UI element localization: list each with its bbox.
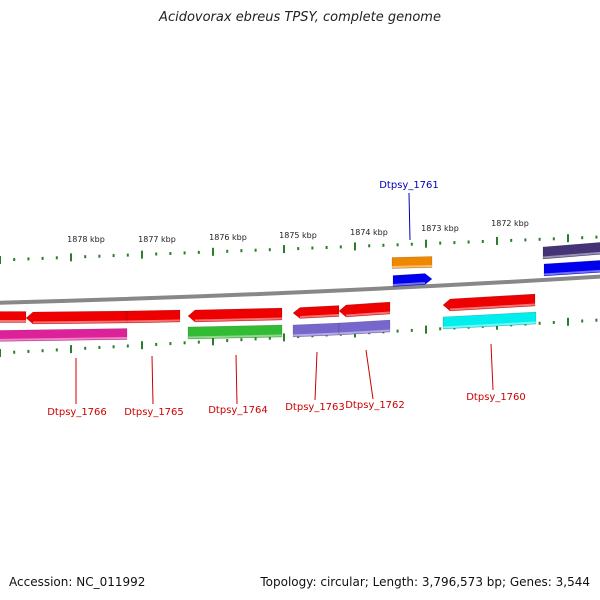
gene-block-1764-green-shade	[187, 334, 283, 339]
gene-block-1762-purple	[338, 319, 391, 336]
leader-line-dtpsy-1763	[314, 351, 318, 401]
map-title: Acidovorax ebreus TPSY, complete genome	[159, 10, 441, 25]
gene-block-1764-red-shade	[194, 317, 283, 322]
scale-label-1878: 1878 kbp	[67, 235, 105, 244]
label-leaders	[75, 192, 494, 405]
gene-label-dtpsy-1762: Dtpsy_1762	[345, 400, 405, 411]
gene-block-right-navy	[542, 242, 600, 260]
leader-line-dtpsy-1760	[490, 343, 494, 391]
gene-label-dtpsy-1761: Dtpsy_1761	[379, 180, 439, 191]
gene-block-1765-red	[126, 309, 181, 324]
scale-label-1874: 1874 kbp	[350, 228, 388, 237]
gene-block-1760-cyan-shade	[442, 321, 537, 329]
gene-label-dtpsy-1766: Dtpsy_1766	[47, 407, 107, 418]
scale-label-1875: 1875 kbp	[279, 231, 317, 240]
gene-label-dtpsy-1763: Dtpsy_1763	[285, 402, 345, 413]
scale-ticks-upper	[0, 234, 598, 264]
gene-block-1764-green	[187, 324, 283, 340]
topology-summary-text: Topology: circular; Length: 3,796,573 bp…	[260, 575, 590, 589]
gene-block-right-navy-shade	[542, 251, 600, 259]
accession-text: Accession: NC_011992	[9, 575, 146, 589]
gene-block-1760-cyan	[442, 311, 537, 330]
gene-block-1761-orange-shade	[391, 265, 433, 268]
leader-line-dtpsy-1761	[408, 192, 411, 241]
gene-block-1764-red	[187, 307, 283, 323]
gene-labels: Dtpsy_1761 Dtpsy_1766 Dtpsy_1765 Dtpsy_1…	[47, 180, 526, 418]
gene-features	[0, 242, 600, 342]
leader-line-dtpsy-1764	[235, 354, 238, 405]
genome-backbone	[0, 274, 600, 305]
gene-block-1763-red-shade	[299, 314, 340, 318]
scale-label-1873: 1873 kbp	[421, 224, 459, 233]
gene-block-1761-blue-shade	[392, 282, 426, 286]
gene-block-1766-magenta	[0, 328, 128, 342]
gene-block-right-blue-shade	[543, 269, 600, 276]
leader-line-dtpsy-1765	[151, 355, 154, 405]
gene-block-1762-red-shade	[345, 311, 391, 317]
gene-block-right-blue	[543, 260, 600, 277]
gene-label-dtpsy-1760: Dtpsy_1760	[466, 392, 526, 403]
gene-block-1760-red-shade	[449, 303, 536, 311]
leader-line-dtpsy-1762	[365, 349, 374, 400]
gene-block-1762-red	[338, 301, 391, 318]
gene-block-left-red	[0, 311, 27, 323]
gene-block-1761-orange	[391, 256, 433, 269]
gene-block-1762-purple-shade	[338, 329, 391, 335]
scale-label-1872: 1872 kbp	[491, 219, 529, 228]
gene-block-1761-blue	[392, 273, 433, 287]
scale-labels: 1878 kbp 1877 kbp 1876 kbp 1875 kbp 1874…	[67, 219, 529, 244]
scale-label-1876: 1876 kbp	[209, 233, 247, 242]
scale-label-1877: 1877 kbp	[138, 235, 176, 244]
gene-block-1760-red	[442, 293, 536, 312]
gene-block-1766-red-shade	[32, 320, 128, 324]
gene-label-dtpsy-1764: Dtpsy_1764	[208, 405, 268, 416]
gene-label-dtpsy-1765: Dtpsy_1765	[124, 407, 184, 418]
gene-block-1763-purple-shade	[292, 332, 340, 337]
gene-block-1765-red-shade	[126, 319, 181, 323]
gene-block-1766-magenta-shade	[0, 337, 128, 341]
